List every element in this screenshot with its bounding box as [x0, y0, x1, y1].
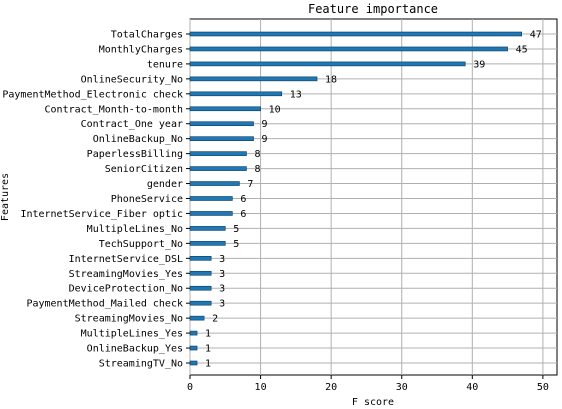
- value-label: 1: [205, 329, 211, 340]
- bar: [189, 166, 247, 171]
- value-label: 8: [254, 164, 260, 175]
- bar: [189, 151, 247, 156]
- x-tick-label: 30: [396, 382, 408, 393]
- bar: [189, 136, 254, 141]
- value-label: 10: [269, 104, 281, 115]
- bar: [189, 91, 283, 97]
- x-tick-label: 0: [187, 382, 193, 393]
- y-tick-label: StreamingMovies_No: [75, 314, 183, 325]
- chart-title: Feature importance: [308, 2, 438, 16]
- y-tick-label: MultipleLines_No: [87, 224, 183, 235]
- value-label: 5: [233, 239, 239, 250]
- y-tick-label: SeniorCitizen: [105, 164, 183, 175]
- value-label: 7: [247, 179, 253, 190]
- bar: [189, 31, 523, 37]
- y-tick-label: gender: [147, 179, 183, 190]
- y-tick-label: MonthlyCharges: [99, 44, 183, 55]
- bar: [189, 241, 226, 246]
- x-tick-label: 50: [537, 382, 549, 393]
- y-tick-labels: TotalCharges MonthlyCharges tenure OnlineSe…: [2, 30, 190, 370]
- y-tick-label: MultipleLines_Yes: [81, 329, 183, 340]
- x-ticks: 0 10 20 30 40 50: [187, 375, 549, 393]
- y-tick-label: PaymentMethod_Electronic check: [2, 89, 183, 100]
- x-tick-label: 20: [325, 382, 337, 393]
- value-label: 9: [262, 134, 268, 145]
- y-tick-label: PhoneService: [111, 194, 183, 205]
- value-label: 3: [219, 284, 225, 295]
- bar: [189, 121, 254, 127]
- bar: [189, 61, 466, 67]
- y-tick-label: OnlineBackup_Yes: [87, 344, 183, 355]
- y-tick-label: OnlineBackup_No: [93, 134, 183, 145]
- value-label: 45: [516, 44, 528, 55]
- value-label: 9: [262, 119, 268, 130]
- y-tick-label: InternetService_DSL: [69, 254, 183, 265]
- value-label: 3: [219, 269, 225, 280]
- x-tick-label: 10: [255, 382, 267, 393]
- value-label: 2: [212, 314, 218, 325]
- y-axis-label: Features: [0, 173, 11, 221]
- bar: [189, 106, 261, 112]
- y-tick-label: InternetService_Fiber optic: [20, 209, 183, 220]
- y-tick-label: PaymentMethod_Mailed check: [26, 299, 183, 310]
- bar: [189, 315, 205, 321]
- bar: [189, 76, 318, 82]
- value-label: 5: [233, 224, 239, 235]
- value-label: 39: [473, 59, 485, 70]
- value-label: 1: [205, 359, 211, 370]
- bar: [189, 270, 212, 276]
- value-label: 1: [205, 344, 211, 355]
- bar: [189, 46, 508, 52]
- bar: [189, 300, 212, 306]
- value-label: 3: [219, 299, 225, 310]
- y-tick-label: tenure: [147, 59, 183, 70]
- bar: [189, 181, 240, 186]
- value-label: 3: [219, 254, 225, 265]
- value-label: 6: [240, 209, 246, 220]
- y-tick-label: StreamingTV_No: [99, 359, 183, 370]
- bar: [189, 330, 198, 336]
- x-tick-label: 40: [466, 382, 478, 393]
- y-tick-label: Contract_Month-to-month: [45, 104, 183, 115]
- value-label: 47: [530, 30, 542, 41]
- value-label: 18: [325, 74, 337, 85]
- bar: [189, 360, 198, 366]
- bar: [189, 226, 226, 231]
- y-tick-label: OnlineSecurity_No: [81, 74, 183, 85]
- y-tick-label: StreamingMovies_Yes: [69, 269, 183, 280]
- y-tick-label: DeviceProtection_No: [69, 284, 183, 295]
- bar: [189, 345, 198, 351]
- value-label: 8: [254, 149, 260, 160]
- value-label: 6: [240, 194, 246, 205]
- y-tick-label: TechSupport_No: [99, 239, 183, 250]
- bar: [189, 285, 212, 291]
- bar: [189, 256, 212, 261]
- value-label: 13: [290, 89, 302, 100]
- y-tick-label: Contract_One year: [81, 119, 183, 130]
- x-axis-label: F score: [352, 397, 394, 408]
- bar: [189, 196, 233, 201]
- y-tick-label: PaperlessBilling: [87, 149, 183, 160]
- bar: [189, 211, 233, 216]
- y-tick-label: TotalCharges: [111, 30, 183, 41]
